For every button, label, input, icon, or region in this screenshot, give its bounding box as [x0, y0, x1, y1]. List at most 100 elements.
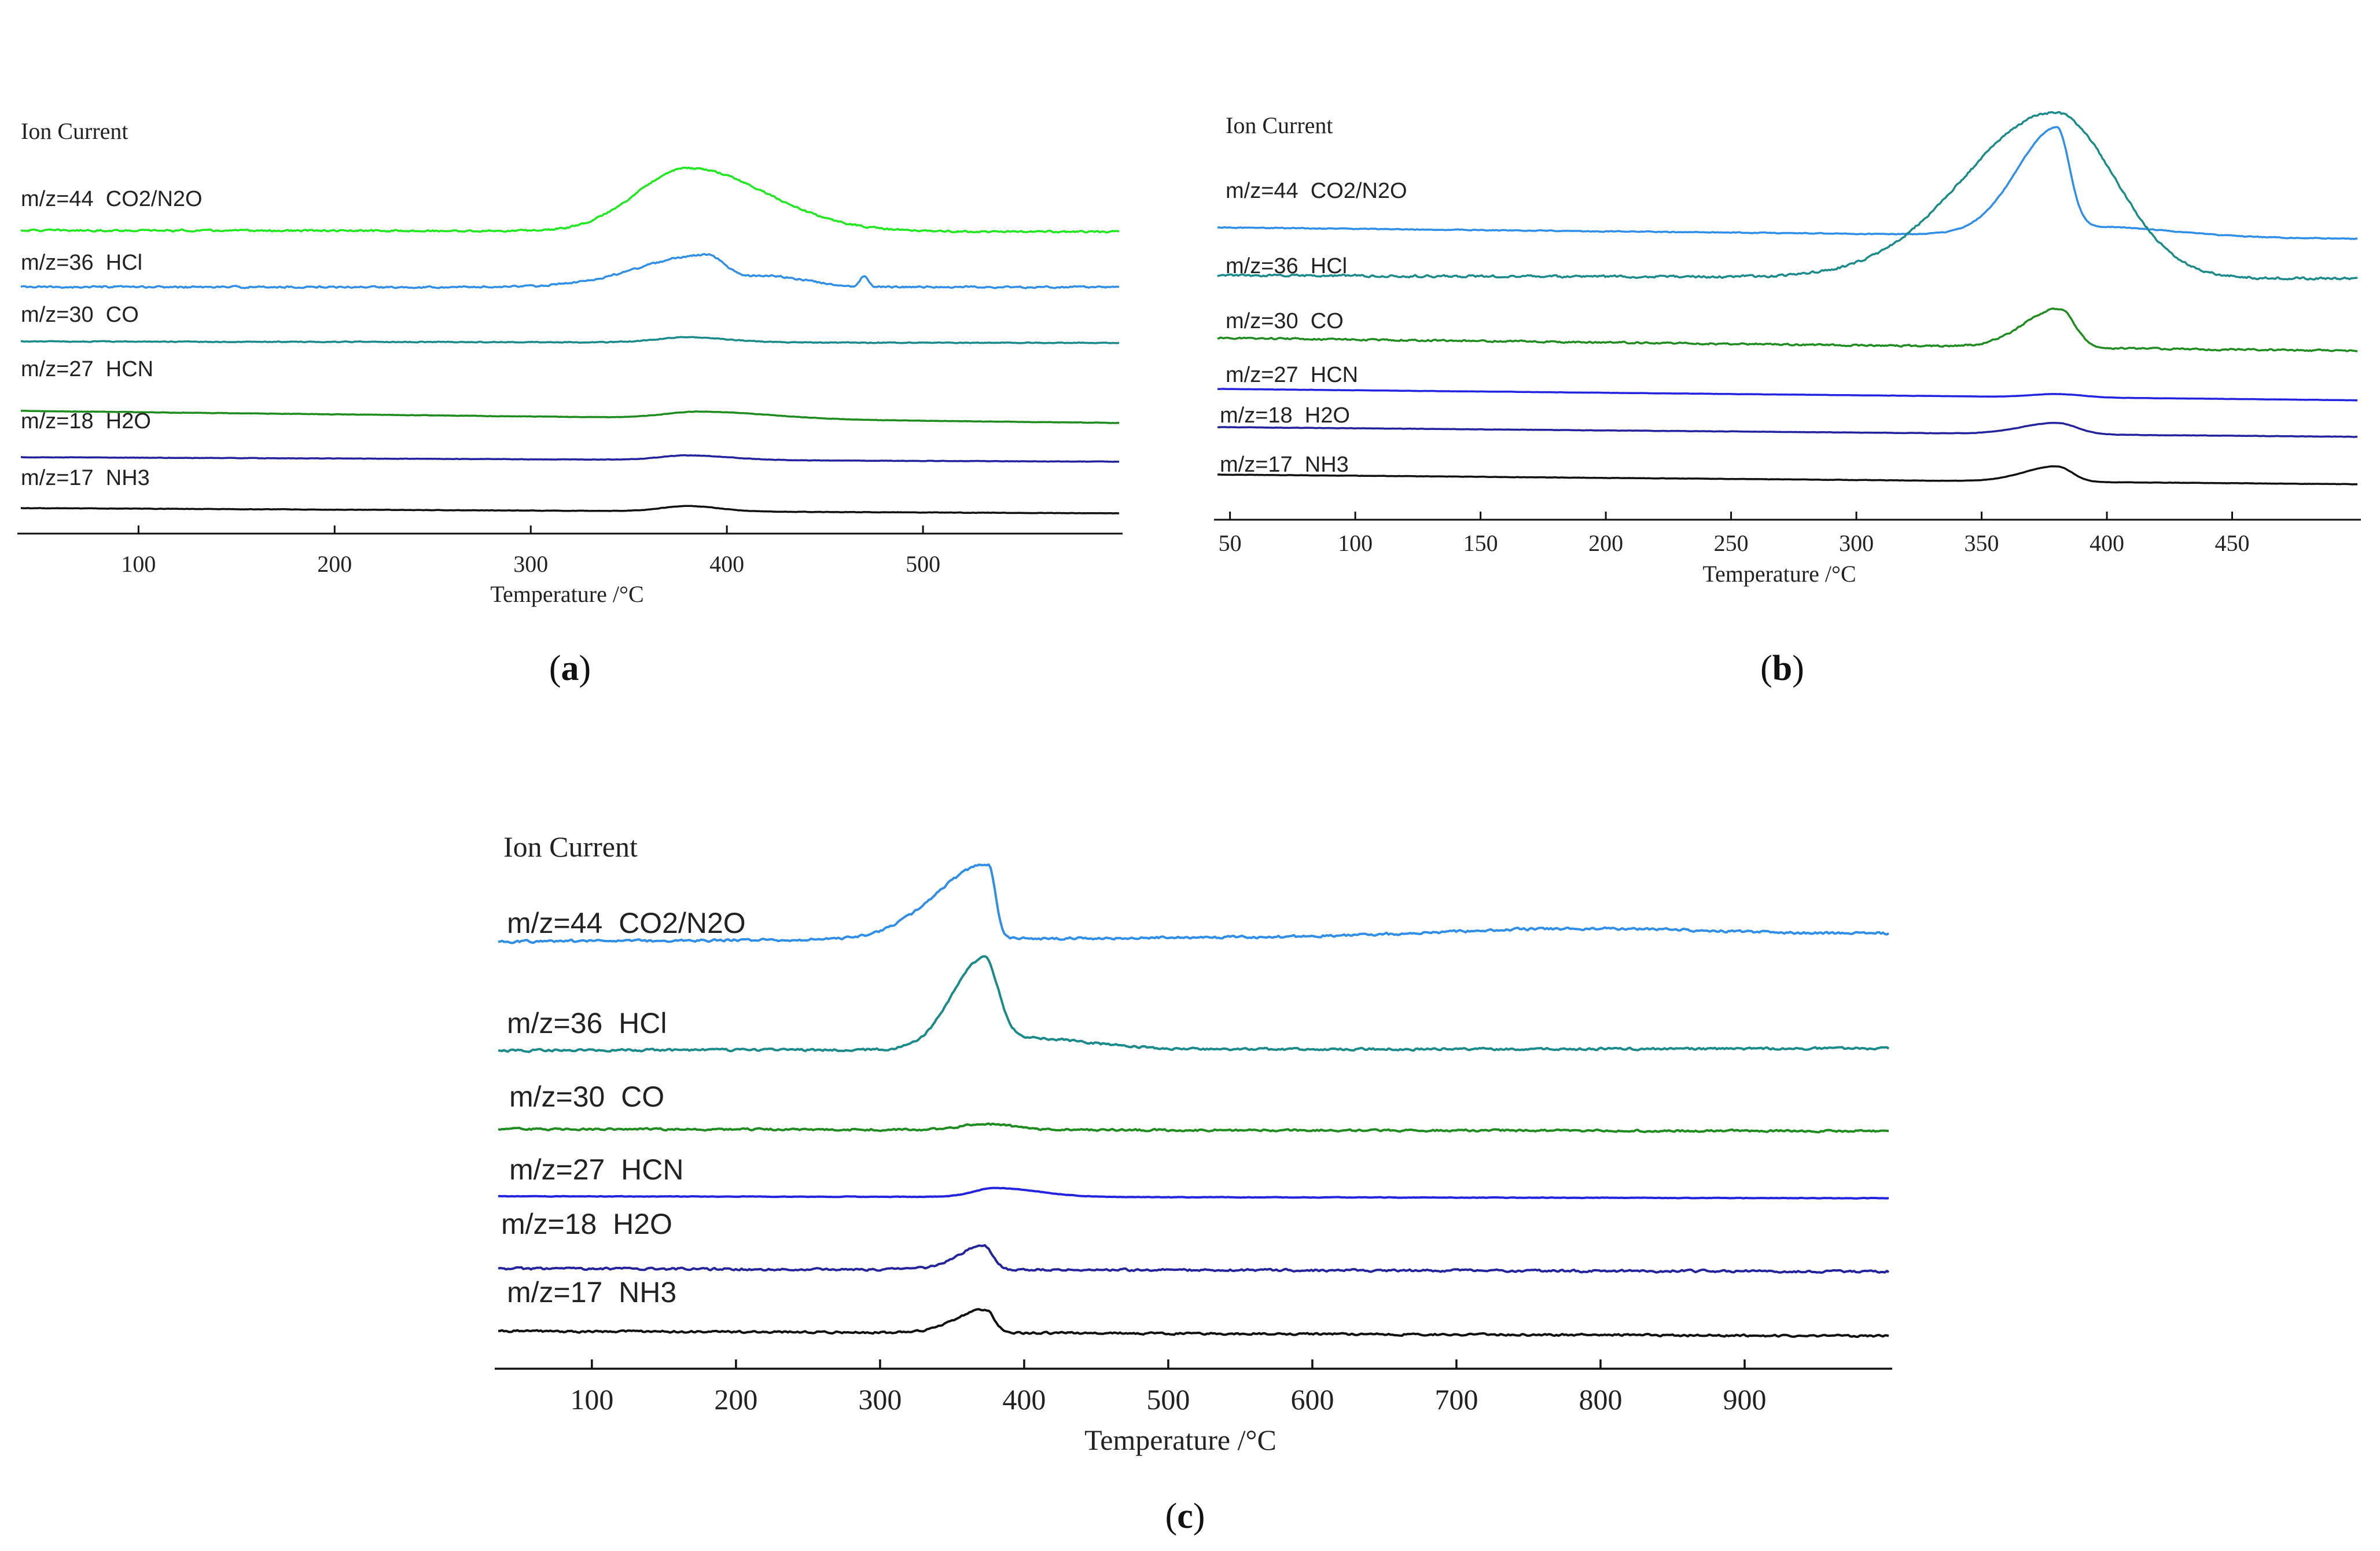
panel-a-series-17-line — [20, 505, 1120, 514]
panel-c-series-17: m/z=17 NH3 — [498, 1276, 1889, 1338]
panel-c: Ion Current m/z=44 CO2/N2O m/z=36 HCl m/… — [495, 830, 1892, 1536]
panel-c-series-36-line — [498, 955, 1890, 1053]
panel-a-caption-open: ( — [549, 649, 561, 688]
panel-c-series-18: m/z=18 H2O — [498, 1208, 1890, 1274]
panel-c-xtick-label-800: 800 — [1579, 1383, 1622, 1416]
panel-c-series-30-line — [498, 1122, 1889, 1134]
panel-b-series-44-label: m/z=44 CO2/N2O — [1226, 179, 1407, 203]
panel-a-ylabel: Ion Current — [21, 118, 128, 144]
panel-a-series-36-line — [20, 253, 1120, 289]
panel-b-xlabel: Temperature /°C — [1702, 561, 1856, 587]
panel-a-series-17-label: m/z=17 NH3 — [21, 466, 150, 490]
panel-c-xtick-label-700: 700 — [1434, 1383, 1478, 1416]
panel-b-series-group: m/z=44 CO2/N2O m/z=36 HCl m/z=30 CO m/z=… — [1217, 111, 2358, 486]
panel-a-xlabel: Temperature /°C — [490, 581, 643, 607]
panel-a-caption: (a) — [549, 649, 591, 688]
panel-a-xtick-label-300: 300 — [513, 551, 548, 577]
panel-c-xtick-label-400: 400 — [1002, 1383, 1046, 1416]
panel-b-xtick-label-450: 450 — [2215, 530, 2250, 556]
panel-b-series-17-line — [1217, 465, 2358, 486]
panel-a: Ion Current m/z=44 CO2/N2O m/z=36 HCl m/… — [17, 118, 1123, 688]
panel-b-caption: (b) — [1760, 649, 1804, 688]
panel-c-ylabel: Ion Current — [503, 830, 638, 863]
panel-a-series-44-label: m/z=44 CO2/N2O — [21, 187, 203, 211]
panel-b-ylabel: Ion Current — [1226, 112, 1333, 138]
panel-c-series-27-line — [498, 1186, 1889, 1200]
panel-a-series-30-line — [20, 336, 1120, 344]
panel-b-series-44: m/z=44 CO2/N2O — [1217, 126, 2358, 240]
panel-b-series-44-line — [1217, 126, 2358, 240]
panel-b-series-27-line — [1217, 388, 2357, 402]
panel-c-series-17-label: m/z=17 NH3 — [507, 1276, 676, 1309]
panel-c-xtick-label-500: 500 — [1146, 1383, 1190, 1416]
panel-b-series-36-label: m/z=36 HCl — [1226, 254, 1347, 278]
panel-b-series-17: m/z=17 NH3 — [1217, 453, 2358, 486]
panel-b-series-30: m/z=30 CO — [1217, 307, 2358, 352]
panel-c-xtick-label-200: 200 — [714, 1383, 757, 1416]
panel-c-series-group: m/z=44 CO2/N2O m/z=36 HCl m/z=30 CO m/z=… — [498, 863, 1890, 1338]
panel-b-series-30-line — [1217, 307, 2358, 352]
panel-b: Ion Current m/z=44 CO2/N2O m/z=36 HCl m/… — [1214, 111, 2361, 688]
panel-a-series-18-label: m/z=18 H2O — [21, 409, 151, 433]
panel-a-series-18: m/z=18 H2O — [20, 409, 1120, 463]
panel-a-series-30: m/z=30 CO — [20, 303, 1120, 344]
panel-a-xtick-label-200: 200 — [317, 551, 352, 577]
panel-a-series-27: m/z=27 HCN — [21, 357, 1120, 424]
panel-c-caption-close: ) — [1193, 1497, 1205, 1536]
panel-b-series-18-label: m/z=18 H2O — [1220, 403, 1350, 428]
panel-b-caption-close: ) — [1792, 649, 1804, 688]
panel-c-caption-open: ( — [1165, 1497, 1178, 1536]
panel-b-caption-open: ( — [1760, 649, 1772, 688]
panel-b-series-18: m/z=18 H2O — [1217, 403, 2358, 438]
panel-b-xtick-label-150: 150 — [1463, 530, 1498, 556]
panel-a-series-36-label: m/z=36 HCl — [21, 251, 142, 275]
panel-b-series-30-label: m/z=30 CO — [1226, 309, 1344, 333]
panel-c-xtick-label-600: 600 — [1290, 1383, 1334, 1416]
panel-b-xtick-label-250: 250 — [1714, 530, 1749, 556]
panel-b-xtick-label-350: 350 — [1965, 530, 1999, 556]
panel-c-series-30: m/z=30 CO — [498, 1080, 1889, 1134]
panel-a-xtick-label-100: 100 — [121, 551, 156, 577]
panel-c-series-27-label: m/z=27 HCN — [509, 1153, 683, 1186]
panel-c-series-30-label: m/z=30 CO — [509, 1080, 664, 1113]
panel-c-series-36-label: m/z=36 HCl — [507, 1007, 667, 1039]
panel-c-xtick-label-100: 100 — [570, 1383, 613, 1416]
panel-b-series-18-line — [1217, 421, 2358, 438]
panel-a-series-44-line — [20, 166, 1120, 234]
panel-c-caption: (c) — [1165, 1497, 1205, 1536]
panel-a-series-27-label: m/z=27 HCN — [21, 357, 153, 381]
panel-b-xtick-label-200: 200 — [1588, 530, 1623, 556]
panel-a-xtick-label-400: 400 — [709, 551, 744, 577]
panel-a-series-group: m/z=44 CO2/N2O m/z=36 HCl m/z=30 CO m/z=… — [20, 166, 1120, 514]
panel-b-series-17-label: m/z=17 NH3 — [1220, 453, 1349, 477]
panel-b-xtick-label-400: 400 — [2090, 530, 2124, 556]
panel-c-xtick-label-900: 900 — [1723, 1383, 1766, 1416]
panel-a-series-44: m/z=44 CO2/N2O — [20, 166, 1120, 234]
panel-a-x-ticks: 100 200 300 400 500 — [121, 525, 940, 577]
panel-a-series-27-line — [21, 410, 1120, 424]
panel-b-series-27: m/z=27 HCN — [1217, 363, 2357, 402]
panel-b-series-27-label: m/z=27 HCN — [1226, 363, 1358, 387]
panel-c-series-18-line — [498, 1244, 1890, 1274]
panel-c-series-44-label: m/z=44 CO2/N2O — [507, 907, 746, 939]
panel-a-caption-letter: a — [561, 649, 579, 688]
panel-c-series-36: m/z=36 HCl — [498, 955, 1890, 1053]
panel-b-caption-letter: b — [1772, 649, 1792, 688]
panel-a-xtick-label-500: 500 — [906, 551, 940, 577]
panel-a-series-30-label: m/z=30 CO — [21, 303, 139, 327]
panel-c-xtick-label-300: 300 — [858, 1383, 902, 1416]
panel-b-xtick-label-50: 50 — [1219, 530, 1242, 556]
panel-b-series-36: m/z=36 HCl — [1217, 111, 2358, 281]
panel-b-series-36-line — [1217, 111, 2358, 281]
panel-c-series-18-label: m/z=18 H2O — [501, 1208, 672, 1240]
panel-c-xlabel: Temperature /°C — [1084, 1424, 1277, 1456]
panel-a-series-36: m/z=36 HCl — [20, 251, 1120, 289]
panel-c-series-27: m/z=27 HCN — [498, 1153, 1889, 1200]
panel-a-caption-close: ) — [579, 649, 591, 688]
panel-c-series-44: m/z=44 CO2/N2O — [498, 863, 1890, 944]
panel-b-x-ticks: 50 100 150 200 250 300 350 400 450 — [1219, 512, 2250, 556]
panel-a-series-17: m/z=17 NH3 — [20, 466, 1120, 514]
panel-b-xtick-label-100: 100 — [1338, 530, 1373, 556]
